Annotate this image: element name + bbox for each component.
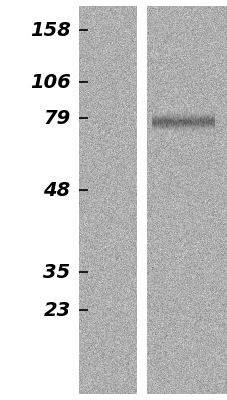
Text: 48: 48 [43,180,70,200]
Text: 79: 79 [43,108,70,128]
Text: 23: 23 [43,300,70,320]
Bar [136,0,146,400]
Text: 158: 158 [30,20,70,40]
Text: 106: 106 [30,72,70,92]
Text: 35: 35 [43,262,70,282]
